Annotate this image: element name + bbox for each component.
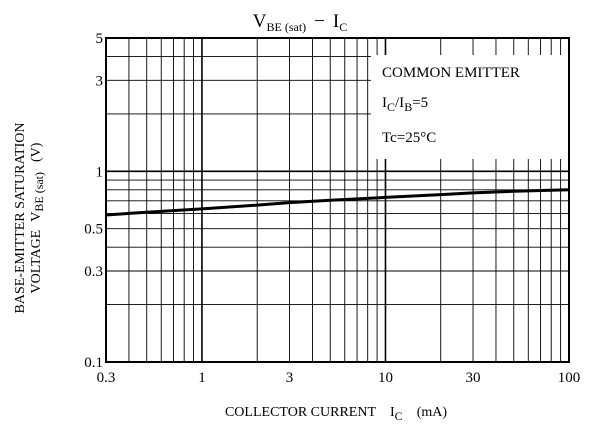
note-common-emitter: COMMON EMITTER bbox=[382, 65, 520, 81]
note-backing bbox=[371, 55, 569, 159]
y-tick-label: 0.1 bbox=[84, 355, 103, 371]
y-tick-label: 3 bbox=[96, 73, 104, 89]
y-tick-label: 1 bbox=[96, 164, 104, 180]
chart-title: VBE (sat) − IC bbox=[253, 11, 347, 34]
series-layer bbox=[105, 188, 570, 217]
x-tick-label: 3 bbox=[286, 370, 294, 386]
x-tick-label: 10 bbox=[378, 370, 393, 386]
x-tick-label: 30 bbox=[466, 370, 481, 386]
x-axis-label: COLLECTOR CURRENT IC (mA) bbox=[225, 405, 447, 423]
note-ic-ib: IC/IB=5 bbox=[382, 95, 428, 114]
plot-frame bbox=[105, 37, 570, 363]
y-axis-label: BASE-EMITTER SATURATION VOLTAGEVBE (sat)… bbox=[13, 123, 46, 314]
note-temperature: Tc=25°C bbox=[382, 130, 436, 146]
x-tick-label: 0.3 bbox=[97, 370, 116, 386]
x-tick-label: 100 bbox=[558, 370, 581, 386]
y-axis-label-line2: VOLTAGEVBE (sat)(V) bbox=[29, 142, 46, 293]
y-tick-label: 5 bbox=[96, 31, 104, 47]
y-tick-label: 0.5 bbox=[84, 222, 103, 238]
y-axis-label-line1: BASE-EMITTER SATURATION bbox=[13, 123, 28, 314]
x-tick-label: 1 bbox=[198, 370, 206, 386]
series-line-0 bbox=[105, 188, 570, 217]
y-tick-label: 0.3 bbox=[84, 264, 103, 280]
